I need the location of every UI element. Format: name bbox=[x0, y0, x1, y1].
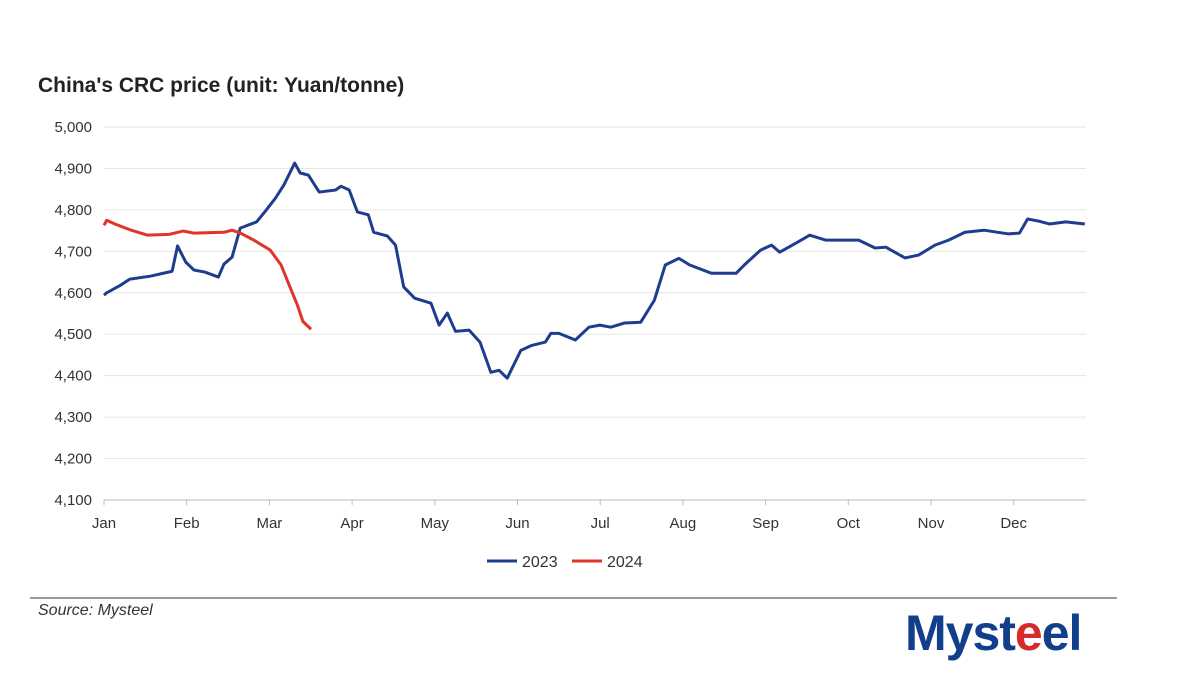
x-tick-label: Jan bbox=[92, 515, 116, 532]
y-tick-label: 4,800 bbox=[54, 202, 92, 219]
series-line-2024 bbox=[102, 218, 313, 331]
x-tick-label: Nov bbox=[918, 515, 945, 532]
x-tick-label: Apr bbox=[340, 515, 363, 532]
x-tick-label: Jul bbox=[591, 515, 610, 532]
y-tick-label: 4,400 bbox=[54, 368, 92, 385]
y-tick-label: 4,900 bbox=[54, 160, 92, 177]
y-tick-label: 4,600 bbox=[54, 285, 92, 302]
x-tick-label: Jun bbox=[505, 515, 529, 532]
x-tick-label: Mar bbox=[256, 515, 282, 532]
divider bbox=[30, 597, 1117, 599]
x-tick-label: Oct bbox=[837, 515, 861, 532]
y-tick-label: 5,000 bbox=[54, 119, 92, 136]
x-tick-label: May bbox=[421, 515, 450, 532]
legend-label-2023: 2023 bbox=[522, 554, 558, 571]
legend-label-2024: 2024 bbox=[607, 554, 643, 571]
y-tick-label: 4,500 bbox=[54, 326, 92, 343]
x-tick-label: Aug bbox=[670, 515, 697, 532]
y-tick-label: 4,700 bbox=[54, 243, 92, 260]
source-note: Source: Mysteel bbox=[38, 602, 153, 619]
y-tick-label: 4,200 bbox=[54, 451, 92, 468]
y-tick-label: 4,300 bbox=[54, 409, 92, 426]
series-line-2023 bbox=[102, 161, 1086, 380]
chart-title: China's CRC price (unit: Yuan/tonne) bbox=[38, 74, 405, 97]
mysteel-logo: Mysteel bbox=[905, 605, 1082, 661]
y-tick-label: 4,100 bbox=[54, 492, 92, 509]
x-tick-label: Dec bbox=[1000, 515, 1027, 532]
x-tick-label: Sep bbox=[752, 515, 779, 532]
x-tick-label: Feb bbox=[174, 515, 200, 532]
